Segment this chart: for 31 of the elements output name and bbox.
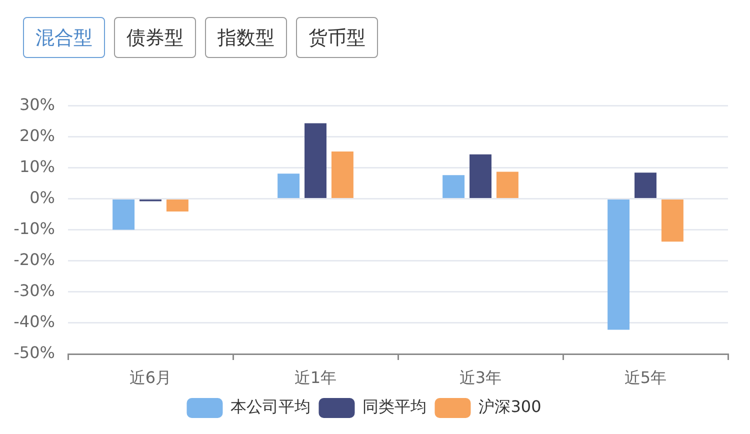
y-tick-label: 10% <box>19 156 55 176</box>
legend-label: 同类平均 <box>362 397 427 416</box>
legend-label: 本公司平均 <box>230 397 311 416</box>
y-tick-label: -40% <box>14 312 55 332</box>
tab: 货币型 <box>296 17 378 58</box>
bar <box>304 123 326 198</box>
x-tick-label: 近6月 <box>129 368 172 387</box>
tab: 指数型 <box>205 17 287 58</box>
y-tick-label: 20% <box>19 126 55 145</box>
y-tick-label: 30% <box>19 94 55 114</box>
y-tick-label: -10% <box>14 218 55 238</box>
x-tick-label: 近5年 <box>624 368 667 387</box>
bar <box>442 175 465 198</box>
y-tick-label: -30% <box>14 281 55 300</box>
x-tick-label: 近3年 <box>459 368 502 387</box>
bar <box>496 172 518 198</box>
x-tick-label: 近1年 <box>294 368 337 387</box>
y-tick-label: -20% <box>14 250 55 270</box>
legend-label: 沪深300 <box>478 397 542 416</box>
bar <box>661 200 684 242</box>
bar <box>112 200 135 230</box>
y-tick-label: -50% <box>14 343 55 362</box>
y-tick-label: 0% <box>30 188 55 207</box>
bar <box>634 172 656 198</box>
bar <box>166 200 188 212</box>
bar <box>608 200 630 330</box>
tab: 混合型 <box>23 17 105 58</box>
bar <box>470 154 492 198</box>
bar <box>331 152 354 198</box>
bar <box>278 174 300 198</box>
tab: 债券型 <box>114 17 196 58</box>
